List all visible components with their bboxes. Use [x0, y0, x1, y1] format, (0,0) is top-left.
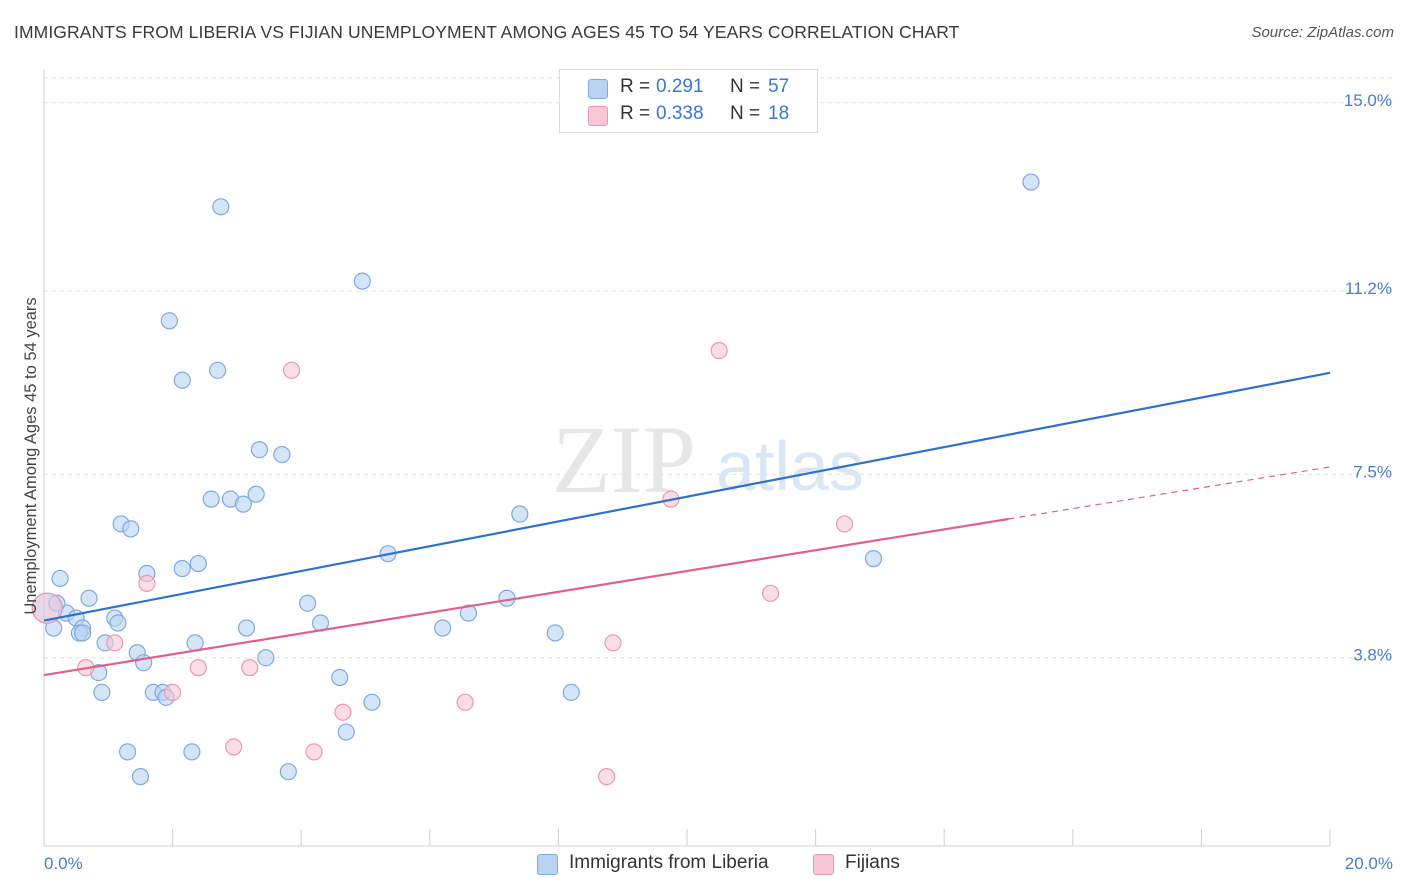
liberia-point: [131, 768, 150, 786]
fijian-point: [761, 584, 780, 602]
legend-swatch-blue: [537, 854, 558, 875]
liberia-point: [273, 445, 291, 464]
fijian-trend-extension: [1008, 466, 1331, 520]
liberia-point: [247, 485, 265, 503]
trend-lines: [43, 371, 1331, 677]
fijian-point: [225, 738, 243, 756]
liberia-point: [80, 589, 98, 607]
liberia-trend-line: [43, 371, 1331, 622]
fijian-point: [456, 693, 474, 711]
tick-labels: 3.8% 7.5% 11.2% 15.0% 0.0% 20.0%: [44, 91, 1393, 873]
liberia-point: [212, 198, 230, 216]
fijian-point: [189, 659, 207, 677]
fijian-point: [241, 659, 259, 677]
liberia-point: [331, 668, 349, 687]
liberia-point: [122, 520, 140, 538]
x-tick-label: 0.0%: [44, 854, 83, 873]
axes: [43, 70, 1331, 847]
fijian-point: [604, 634, 622, 652]
y-axis-label: Unemployment Among Ages 45 to 54 years: [22, 297, 40, 614]
liberia-point: [73, 624, 92, 642]
legend-r-value: 0.291: [656, 76, 704, 97]
liberia-point: [237, 619, 256, 637]
legend-label-liberia: Immigrants from Liberia: [569, 852, 769, 873]
liberia-point: [864, 550, 883, 568]
fijian-point: [164, 683, 182, 702]
legend-r-value: 0.338: [656, 103, 704, 124]
liberia-point: [353, 272, 371, 290]
fijian-trend-line: [43, 517, 1009, 677]
watermark-atlas: atlas: [716, 427, 864, 505]
liberia-point: [109, 614, 127, 632]
y-tick-label: 15.0%: [1344, 91, 1392, 110]
y-tick-label: 3.8%: [1353, 646, 1392, 665]
legend-n-value: 18: [768, 103, 790, 124]
liberia-point: [250, 441, 269, 459]
y-tick-label: 7.5%: [1353, 462, 1392, 481]
liberia-point: [186, 634, 204, 652]
liberia-point: [93, 683, 111, 702]
legend-n-value: 57: [768, 76, 790, 97]
liberia-point: [173, 371, 191, 389]
fijian-point: [282, 361, 301, 379]
legend-r-label: R =: [620, 103, 651, 124]
liberia-point: [257, 649, 275, 667]
liberia-point: [234, 495, 252, 513]
liberia-point: [1022, 173, 1040, 191]
liberia-point: [183, 743, 201, 761]
liberia-point: [160, 312, 178, 330]
liberia-point: [434, 619, 452, 637]
liberia-point: [173, 559, 191, 578]
fijian-point: [835, 515, 854, 533]
liberia-point: [511, 505, 529, 523]
liberia-point: [189, 554, 207, 573]
liberia-point: [51, 569, 69, 588]
liberia-point: [299, 594, 317, 612]
legend-n-label: N =: [730, 76, 761, 97]
stats-legend: R = 0.291 N = 57 R = 0.338 N = 18: [559, 69, 818, 133]
fijian-point: [31, 592, 63, 624]
liberia-point: [209, 361, 227, 379]
liberia-point: [279, 763, 297, 781]
legend-label-fijians: Fijians: [845, 852, 900, 873]
liberia-point: [337, 723, 355, 741]
fijian-point: [106, 634, 124, 652]
data-points: [31, 173, 1040, 786]
fijian-point: [334, 703, 352, 721]
legend-r-label: R =: [620, 76, 651, 97]
fijian-point: [305, 743, 323, 761]
fijian-point: [598, 768, 616, 786]
liberia-point: [363, 693, 381, 711]
y-tick-label: 11.2%: [1345, 279, 1392, 298]
source-label: Source: ZipAtlas.com: [1251, 24, 1394, 41]
liberia-point: [118, 743, 137, 761]
x-tick-label: 20.0%: [1345, 854, 1393, 873]
fijian-point: [710, 341, 728, 360]
liberia-point: [459, 604, 477, 622]
liberia-point: [546, 624, 564, 642]
liberia-point: [202, 490, 220, 508]
fijian-point: [138, 574, 156, 592]
chart-title: IMMIGRANTS FROM LIBERIA VS FIJIAN UNEMPL…: [14, 22, 960, 42]
legend-n-label: N =: [730, 103, 761, 124]
grid-lines: [44, 77, 1392, 659]
watermark: ZIP atlas: [552, 406, 864, 513]
legend-swatch-pink: [588, 106, 608, 126]
liberia-point: [562, 683, 580, 702]
legend-swatch-pink: [813, 854, 834, 875]
legend-swatch-blue: [588, 79, 608, 99]
